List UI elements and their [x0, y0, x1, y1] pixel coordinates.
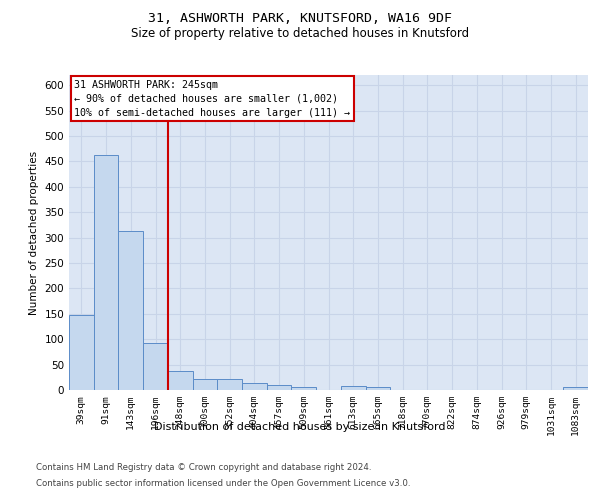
- Bar: [365, 387, 390, 390]
- Bar: [217, 379, 242, 390]
- Bar: [69, 315, 94, 390]
- Bar: [563, 388, 588, 390]
- Text: Contains public sector information licensed under the Open Government Licence v3: Contains public sector information licen…: [36, 478, 410, 488]
- Text: Distribution of detached houses by size in Knutsford: Distribution of detached houses by size …: [154, 422, 446, 432]
- Bar: [193, 379, 217, 390]
- Text: Size of property relative to detached houses in Knutsford: Size of property relative to detached ho…: [131, 28, 469, 40]
- Bar: [94, 156, 118, 390]
- Bar: [341, 386, 365, 390]
- Text: 31 ASHWORTH PARK: 245sqm
← 90% of detached houses are smaller (1,002)
10% of sem: 31 ASHWORTH PARK: 245sqm ← 90% of detach…: [74, 80, 350, 118]
- Bar: [118, 232, 143, 390]
- Bar: [168, 371, 193, 390]
- Text: Contains HM Land Registry data © Crown copyright and database right 2024.: Contains HM Land Registry data © Crown c…: [36, 464, 371, 472]
- Bar: [292, 388, 316, 390]
- Text: 31, ASHWORTH PARK, KNUTSFORD, WA16 9DF: 31, ASHWORTH PARK, KNUTSFORD, WA16 9DF: [148, 12, 452, 26]
- Bar: [267, 385, 292, 390]
- Bar: [242, 384, 267, 390]
- Y-axis label: Number of detached properties: Number of detached properties: [29, 150, 39, 314]
- Bar: [143, 344, 168, 390]
